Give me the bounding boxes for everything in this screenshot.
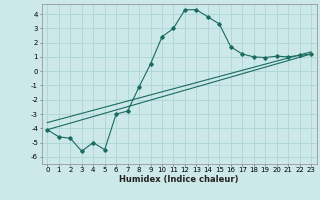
X-axis label: Humidex (Indice chaleur): Humidex (Indice chaleur) (119, 175, 239, 184)
